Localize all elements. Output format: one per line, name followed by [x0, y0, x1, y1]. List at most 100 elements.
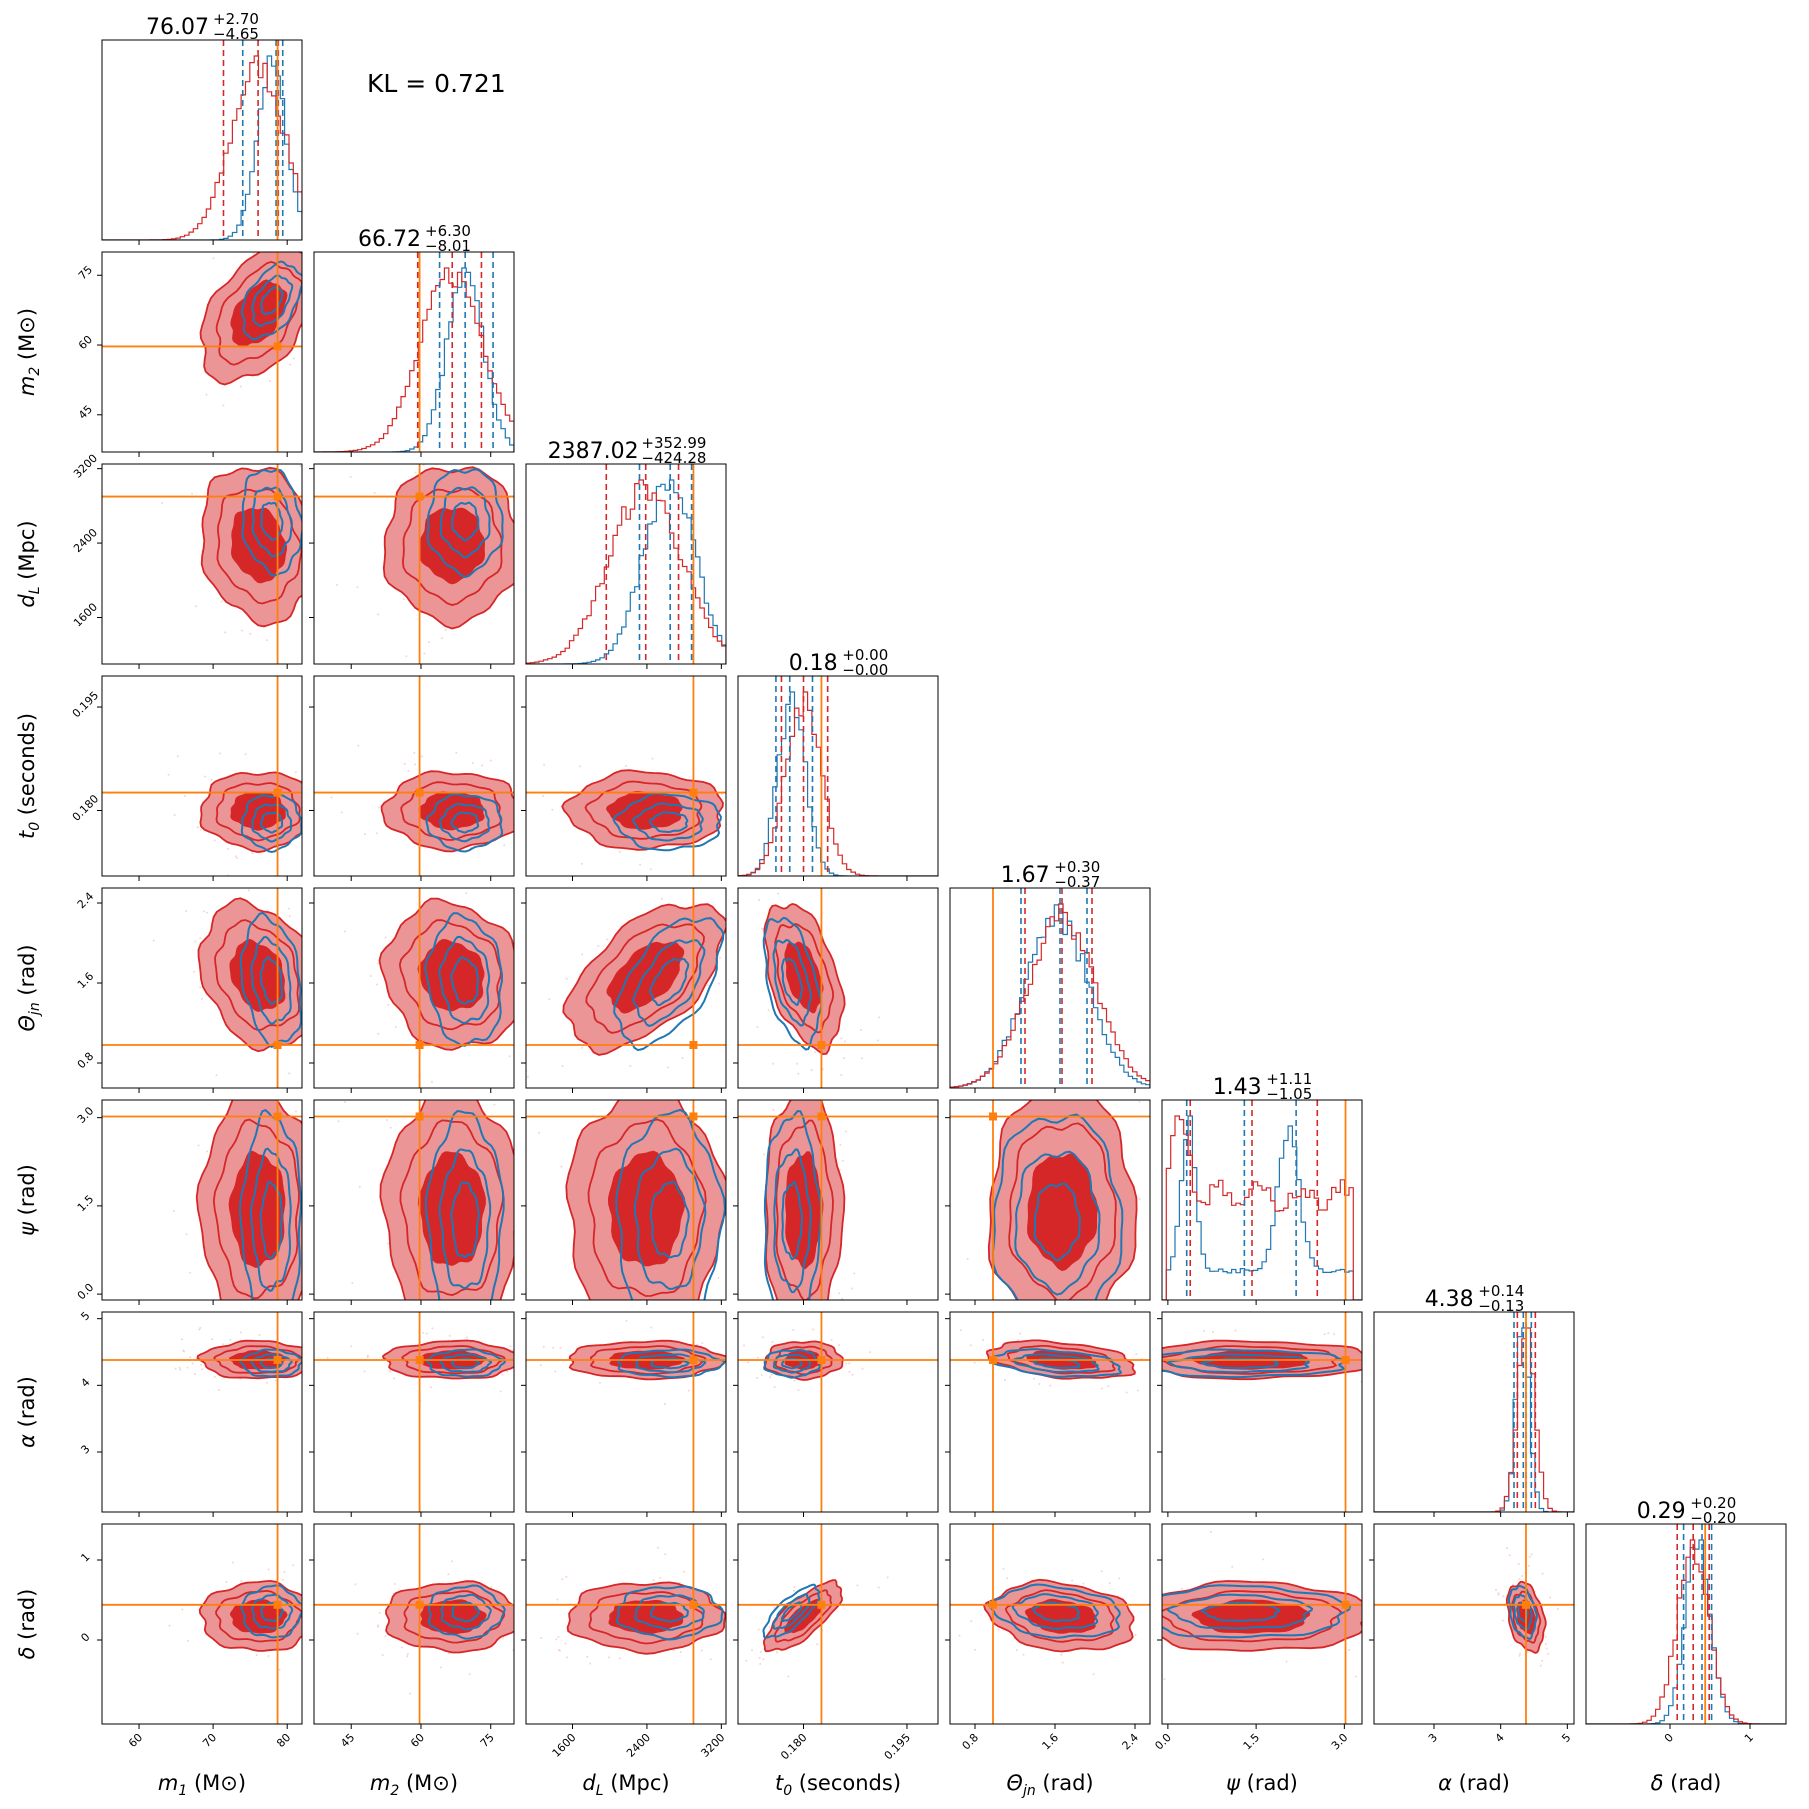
- scatter-point: [1420, 1350, 1422, 1352]
- contour-inner-b: [450, 1181, 480, 1259]
- scatter-point: [561, 1065, 564, 1067]
- contour-mid-b: [250, 935, 292, 1025]
- histogram-panel-alpha: 4.38 +0.14−0.13: [1373, 1282, 1575, 1517]
- scatter-panel-dL-alpha: [521, 1311, 762, 1517]
- title-minus: −0.20: [1690, 1509, 1736, 1527]
- scatter-point: [821, 1068, 824, 1071]
- scatter-point: [1506, 1547, 1509, 1550]
- scatter-point: [749, 1575, 751, 1577]
- scatter-panel-m2-psi: [309, 1099, 515, 1305]
- scatter-point: [848, 1370, 851, 1373]
- scatter-point: [428, 641, 430, 644]
- scatter-point: [538, 562, 540, 564]
- scatter-point: [326, 1109, 328, 1111]
- scatter-point: [220, 600, 223, 603]
- scatter-panel-m1-delta: 60 70 80 0 1: [78, 1523, 306, 1750]
- title-value: 1.67: [1001, 863, 1050, 888]
- contour-inner-b: [1033, 1182, 1081, 1262]
- contour-outer-b: [240, 260, 302, 341]
- scatter-point: [292, 1564, 295, 1567]
- scatter-point: [330, 804, 332, 806]
- contour-mid-b: [772, 938, 812, 1027]
- contour-mid-b: [633, 1147, 707, 1290]
- scatter-point: [369, 975, 372, 977]
- axis-label-x-m1: m1 (M⊙): [158, 1771, 246, 1799]
- scatter-point: [213, 839, 216, 842]
- scatter-point: [194, 940, 197, 943]
- panel-content: [526, 1312, 762, 1512]
- panel-content: [1162, 1524, 1384, 1724]
- scatter-point: [760, 1351, 762, 1353]
- scatter-point: [838, 1292, 841, 1295]
- scatter-point: [465, 892, 468, 895]
- title-value: 0.18: [789, 651, 838, 676]
- scatter-point: [358, 1185, 361, 1188]
- scatter-point: [304, 816, 306, 818]
- contour-mid-b: [251, 803, 293, 843]
- scatter-point: [420, 755, 423, 758]
- scatter-point: [1234, 1329, 1237, 1332]
- y-tick-label: 3200: [71, 452, 100, 481]
- scatter-point: [745, 1659, 748, 1662]
- scatter-point: [215, 1074, 218, 1077]
- axis-label-sub: 0: [783, 1783, 792, 1799]
- scatter-point: [294, 1110, 297, 1113]
- scatter-point: [792, 1329, 795, 1331]
- scatter-point: [1158, 1359, 1160, 1361]
- truth-marker: [989, 1112, 997, 1121]
- panel-content: [1162, 1100, 1362, 1300]
- scatter-point: [877, 1039, 879, 1042]
- scatter-point: [514, 1226, 516, 1228]
- scatter-point: [650, 1326, 653, 1329]
- scatter-point: [1528, 1555, 1531, 1558]
- scatter-point: [423, 652, 426, 655]
- scatter-point: [324, 1005, 326, 1007]
- scatter-point: [538, 1131, 540, 1134]
- contour-inner-b: [648, 957, 690, 1007]
- scatter-point: [424, 401, 426, 403]
- axis-label-main: Θ: [15, 1015, 39, 1032]
- scatter-point: [1382, 1611, 1384, 1613]
- scatter-point: [75, 879, 77, 881]
- truth-marker: [415, 1041, 424, 1049]
- y-tick-label: 0: [78, 1630, 92, 1644]
- scatter-point: [176, 755, 179, 758]
- x-tick-label: 2.4: [1120, 1731, 1142, 1753]
- panel-frame: [949, 1311, 1151, 1513]
- scatter-point: [706, 984, 709, 987]
- scatter-point: [770, 1373, 773, 1376]
- scatter-point: [606, 938, 609, 941]
- axis-label-main: m: [158, 1771, 178, 1795]
- scatter-point: [304, 1578, 306, 1580]
- histogram-title: 2387.02 +352.99−424.28: [548, 434, 707, 467]
- truth-marker: [689, 1112, 698, 1121]
- axis-label-x-m2: m2 (M⊙): [370, 1771, 458, 1799]
- scatter-point: [330, 796, 333, 799]
- contour-mid-b: [631, 802, 704, 842]
- scatter-panel-t0-alpha: [733, 1311, 939, 1517]
- scatter-point: [413, 751, 416, 754]
- scatter-point: [349, 475, 352, 478]
- scatter-point: [501, 1063, 503, 1065]
- scatter-point: [430, 1080, 433, 1083]
- truth-marker: [273, 342, 282, 351]
- scatter-point: [266, 909, 269, 912]
- scatter-point: [268, 380, 271, 382]
- scatter-panel-psi-alpha: [1157, 1311, 1422, 1517]
- scatter-point: [499, 1390, 502, 1393]
- scatter-point: [195, 605, 197, 608]
- axis-label-sub: L: [27, 586, 43, 594]
- scatter-point: [185, 1233, 188, 1236]
- scatter-point: [624, 765, 627, 767]
- scatter-point: [534, 1364, 536, 1366]
- histogram-series-a: [1162, 1115, 1362, 1300]
- scatter-point: [635, 1069, 637, 1071]
- scatter-point: [407, 769, 410, 772]
- scatter-point: [539, 681, 541, 683]
- scatter-point: [1114, 1071, 1116, 1073]
- truth-marker: [273, 492, 282, 501]
- contour-mid-b: [773, 1148, 812, 1294]
- x-tick-label: 4: [1493, 1731, 1507, 1745]
- scatter-point: [1071, 1579, 1074, 1582]
- scatter-panel-m1-theta_jn: 0.8 1.6 2.4: [75, 887, 326, 1093]
